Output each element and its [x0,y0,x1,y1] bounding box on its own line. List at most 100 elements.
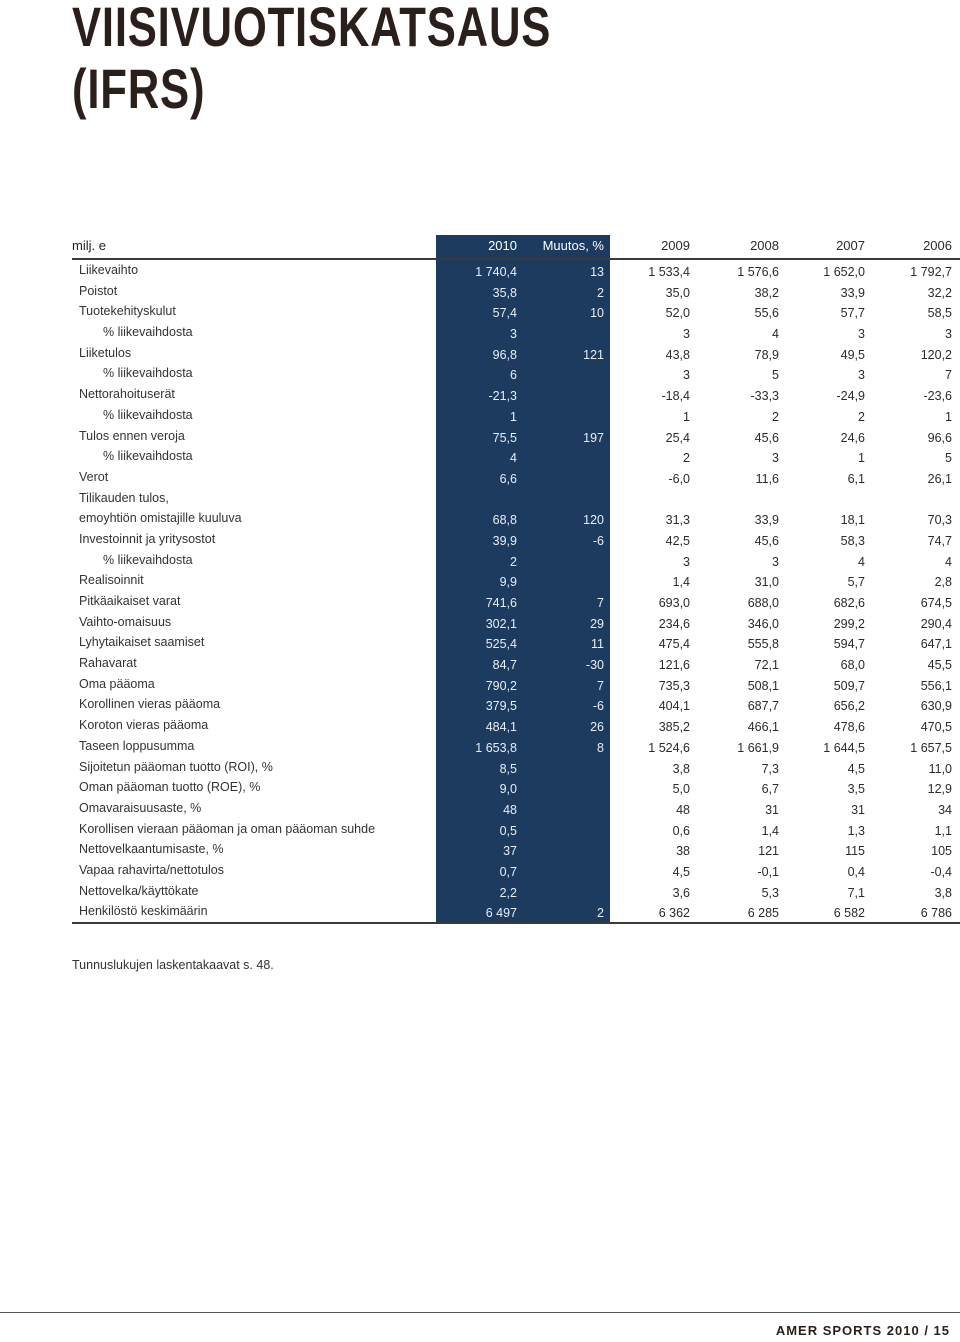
five-year-table: milj. e 2010 Muutos, % 2009 2008 2007 20… [72,236,960,920]
page-title: VIISIVUOTISKATSAUS (IFRS) [72,0,551,120]
cell-2010: 484,1 [485,720,517,735]
cell-2006: 105 [931,844,952,859]
cell-2009: -18,4 [661,389,691,404]
cell-2008: 508,1 [747,678,779,693]
row-label: Omavaraisuusaste, % [79,800,202,815]
cell-2010: 68,8 [492,513,517,528]
cell-mut: 121 [583,347,604,362]
cell-2009: 693,0 [658,596,690,610]
cell-2006: 647,1 [920,637,952,652]
table-row: Liikevaihto 1 740,4 13 1 533,4 1 576,6 1 652,… [72,262,960,283]
cell-2008: 3 [772,554,779,569]
row-label: Korollisen vieraan pääoman ja oman pääom… [79,821,376,836]
row-label: Taseen loppusumma [79,738,195,753]
table-row: Nettovelka/käyttökate 2,2 3,6 5,3 7,1 3,8 [72,883,960,904]
cell-2009: 234,6 [658,616,690,631]
cell-mut: 29 [590,616,604,631]
cell-2006: 290,4 [920,616,952,631]
table-row: Koroton vieras pääoma 484,1 26 385,2 466,1 47… [72,717,960,738]
cell-2007: 31 [851,802,865,817]
cell-2008: 346,0 [747,616,779,631]
table-row: Nettorahoituserät -21,3 -18,4 -33,3 -24,9 -23… [72,386,960,407]
cell-2008: 55,6 [754,306,779,321]
cell-2008: 11,6 [755,471,779,486]
cell-mut: 11 [591,637,604,652]
cell-2006: 26,1 [927,471,952,486]
cell-2007: 7,1 [847,885,865,900]
cell-mut: 7 [597,596,604,610]
table-row: Vaihto-omaisuus 302,1 29 234,6 346,0 299,2 290… [72,614,960,635]
cell-mut: 2 [597,285,604,300]
cell-2008: 4 [772,327,779,342]
cell-2010: 379,5 [485,699,517,714]
row-label: % liikevaihdosta [103,407,193,422]
cell-2007: 6 582 [833,906,865,921]
cell-2010: 96,8 [492,347,517,362]
cell-2009: 42,5 [665,533,690,548]
table-row: Poistot 35,8 2 35,0 38,2 33,9 32,2 [72,283,960,304]
cell-2010: 0,7 [499,864,517,879]
cell-2006: 1 657,5 [910,740,952,755]
cell-2007: 3 [858,327,865,342]
cell-2008: 7,3 [761,761,779,776]
cell-2009: 1 533,4 [648,265,690,279]
cell-2006: -0,4 [930,864,952,879]
cell-2007: 4 [858,554,865,569]
cell-mut: 2 [597,906,604,921]
cell-2007: 1 652,0 [823,265,865,279]
table-row: Tuotekehityskulut 57,4 10 52,0 55,6 57,7 58,5 [72,303,960,324]
table-row: Vapaa rahavirta/nettotulos 0,7 4,5 -0,1 0,4 -… [72,862,960,883]
row-label: Poistot [79,283,118,298]
cell-2010: 9,9 [499,575,517,590]
row-label: Nettovelka/käyttökate [79,883,199,898]
cell-2007: 656,2 [833,699,865,714]
unit-label: milj. e [72,238,106,253]
cell-2009: 2 [683,451,690,466]
table-row: Investoinnit ja yritysostot 39,9 -6 42,5 45,… [72,531,960,552]
cell-mut: 10 [590,306,604,321]
cell-2010: 8,5 [499,761,517,776]
row-label: Nettorahoituserät [79,387,175,402]
row-label: Lyhytaikaiset saamiset [79,635,205,650]
cell-2008: 31 [765,802,779,817]
cell-2007: 49,5 [840,347,865,362]
row-label: Tuotekehityskulut [79,304,176,319]
cell-2009: 3,6 [672,885,690,900]
cell-2009: 385,2 [658,720,690,735]
cell-2010: 57,4 [492,306,517,321]
cell-2009: 0,6 [672,823,690,838]
cell-2007: 3,5 [847,782,865,797]
table-body: Liikevaihto 1 740,4 13 1 533,4 1 576,6 1 652,… [72,262,960,924]
cell-2007: 4,5 [847,761,865,776]
row-label: Liikevaihto [79,263,139,277]
cell-2009: 3 [683,554,690,569]
cell-2007: 57,7 [840,306,865,321]
cell-2009: 1 524,6 [648,740,690,755]
cell-2006: 12,9 [927,782,952,797]
cell-2010: 75,5 [492,430,517,445]
cell-2008: 45,6 [754,533,779,548]
cell-2010: 4 [510,451,517,466]
row-label: Henkilöstö keskimäärin [79,904,208,919]
cell-2010: 37 [503,844,517,859]
cell-2008: 78,9 [754,347,779,362]
cell-2008: 555,8 [747,637,779,652]
cell-2006: -23,6 [923,389,953,404]
cell-2009: 3 [683,368,690,383]
cell-2009: 35,0 [665,285,690,300]
page-footer: AMER SPORTS 2010 / 15 [775,1323,950,1338]
table-row: Henkilöstö keskimäärin 6 497 2 6 362 6 285 6 … [72,903,960,924]
cell-2009: 6 362 [658,906,690,921]
cell-2006: 6 786 [920,906,952,921]
cell-2009: 52,0 [665,306,690,321]
cell-2006: 96,6 [927,430,952,445]
row-label: emoyhtiön omistajille kuuluva [79,511,242,526]
cell-2007: 478,6 [833,720,865,735]
cell-mut: 13 [590,265,604,279]
cell-2006: 70,3 [927,513,952,528]
cell-2009: 3,8 [672,761,690,776]
cell-2006: 470,5 [920,720,952,735]
cell-2006: 556,1 [920,678,952,693]
table-row: Rahavarat 84,7 -30 121,6 72,1 68,0 45,5 [72,655,960,676]
cell-2007: 6,1 [847,471,865,486]
